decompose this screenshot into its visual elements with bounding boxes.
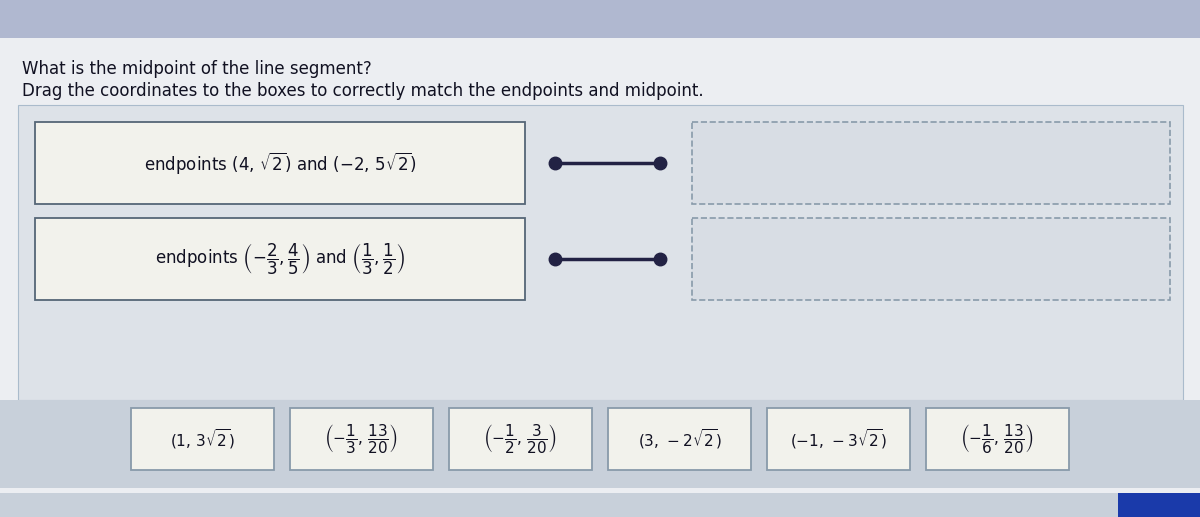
Text: $\left(-\dfrac{1}{2},\,\dfrac{3}{20}\right)$: $\left(-\dfrac{1}{2},\,\dfrac{3}{20}\rig… bbox=[484, 422, 558, 455]
FancyBboxPatch shape bbox=[35, 218, 526, 300]
FancyBboxPatch shape bbox=[35, 122, 526, 204]
Text: Drag the coordinates to the boxes to correctly match the endpoints and midpoint.: Drag the coordinates to the boxes to cor… bbox=[22, 82, 703, 100]
FancyBboxPatch shape bbox=[608, 408, 751, 470]
FancyBboxPatch shape bbox=[0, 0, 1200, 38]
Text: endpoints $(4,\,\sqrt{2})$ and $(-2,\,5\sqrt{2})$: endpoints $(4,\,\sqrt{2})$ and $(-2,\,5\… bbox=[144, 150, 416, 176]
FancyBboxPatch shape bbox=[0, 493, 1200, 517]
Text: $\left(-\dfrac{1}{3},\,\dfrac{13}{20}\right)$: $\left(-\dfrac{1}{3},\,\dfrac{13}{20}\ri… bbox=[324, 422, 398, 455]
FancyBboxPatch shape bbox=[449, 408, 592, 470]
FancyBboxPatch shape bbox=[0, 38, 1200, 517]
Text: endpoints $\left(-\dfrac{2}{3},\dfrac{4}{5}\right)$ and $\left(\dfrac{1}{3},\dfr: endpoints $\left(-\dfrac{2}{3},\dfrac{4}… bbox=[155, 241, 404, 277]
FancyBboxPatch shape bbox=[926, 408, 1069, 470]
Text: $(1,\,3\sqrt{2})$: $(1,\,3\sqrt{2})$ bbox=[170, 427, 235, 451]
FancyBboxPatch shape bbox=[18, 105, 1183, 400]
FancyBboxPatch shape bbox=[290, 408, 433, 470]
Text: $(3,\,-2\sqrt{2})$: $(3,\,-2\sqrt{2})$ bbox=[637, 427, 721, 451]
Text: What is the midpoint of the line segment?: What is the midpoint of the line segment… bbox=[22, 60, 372, 78]
FancyBboxPatch shape bbox=[1118, 493, 1200, 517]
FancyBboxPatch shape bbox=[0, 400, 1200, 488]
FancyBboxPatch shape bbox=[767, 408, 910, 470]
Text: $\left(-\dfrac{1}{6},\,\dfrac{13}{20}\right)$: $\left(-\dfrac{1}{6},\,\dfrac{13}{20}\ri… bbox=[960, 422, 1034, 455]
FancyBboxPatch shape bbox=[131, 408, 274, 470]
FancyBboxPatch shape bbox=[692, 122, 1170, 204]
Text: $(-1,\,-3\sqrt{2})$: $(-1,\,-3\sqrt{2})$ bbox=[790, 427, 887, 451]
FancyBboxPatch shape bbox=[692, 218, 1170, 300]
